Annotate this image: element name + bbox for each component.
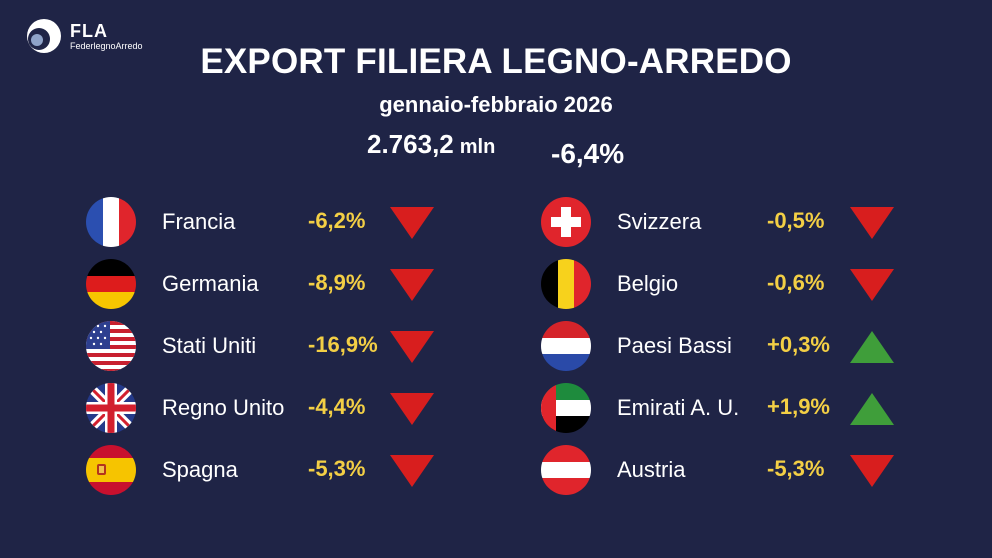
change-percent: -5,3% [767,456,825,481]
total-export: 2.763,2 mln [367,129,495,160]
brand-logo: FLA FederlegnoArredo [26,18,143,54]
country-row-austria: Austria -5,3% [541,445,901,495]
down-arrow-icon [850,455,894,487]
country-name: Francia [162,209,236,234]
up-arrow-icon [850,393,894,425]
fla-logo-icon [27,19,61,53]
change-percent: +1,9% [767,394,830,419]
country-row-germania: Germania -8,9% [86,259,446,309]
uae-flag-icon [541,383,591,433]
country-name: Paesi Bassi [617,333,732,358]
change-percent: -8,9% [308,270,366,295]
total-value: 2.763,2 [367,129,454,159]
total-unit: mln [459,136,496,158]
country-row-francia: Francia -6,2% [86,197,446,247]
country-name: Stati Uniti [162,333,257,358]
down-arrow-icon [390,207,434,239]
uk-flag-icon [86,383,136,433]
country-row-emirati: Emirati A. U. +1,9% [541,383,901,433]
country-name: Regno Unito [162,395,285,420]
change-percent: -4,4% [308,394,366,419]
usa-flag-icon [86,321,136,371]
germany-flag-icon [86,259,136,309]
country-name: Svizzera [617,209,702,234]
total-change: -6,4% [551,138,625,169]
country-row-regno-unito: Regno Unito -4,4% [86,383,446,433]
brand-name: FLA [70,20,108,41]
country-name: Austria [617,457,686,482]
switzerland-flag-icon [541,197,591,247]
change-percent: -0,5% [767,208,825,233]
up-arrow-icon [850,331,894,363]
down-arrow-icon [390,455,434,487]
country-row-spagna: Spagna -5,3% [86,445,446,495]
change-percent: +0,3% [767,332,830,357]
down-arrow-icon [390,331,434,363]
country-name: Germania [162,271,259,296]
brand-subtitle: FederlegnoArredo [70,40,143,51]
country-name: Belgio [617,271,679,296]
down-arrow-icon [390,393,434,425]
change-percent: -6,2% [308,208,366,233]
country-name: Spagna [162,457,238,482]
down-arrow-icon [850,207,894,239]
netherlands-flag-icon [541,321,591,371]
down-arrow-icon [850,269,894,301]
down-arrow-icon [390,269,434,301]
austria-flag-icon [541,445,591,495]
country-row-svizzera: Svizzera -0,5% [541,197,901,247]
spain-flag-icon [86,445,136,495]
country-name: Emirati A. U. [617,395,740,420]
belgium-flag-icon [541,259,591,309]
page-title: EXPORT FILIERA LEGNO-ARREDO [200,42,792,81]
country-row-belgio: Belgio -0,6% [541,259,901,309]
change-percent: -0,6% [767,270,825,295]
country-row-paesi-bassi: Paesi Bassi +0,3% [541,321,901,371]
change-percent: -16,9% [308,332,378,357]
change-percent: -5,3% [308,456,366,481]
period-subtitle: gennaio-febbraio 2026 [379,92,613,117]
country-row-stati-uniti: Stati Uniti -16,9% [86,321,446,371]
france-flag-icon [86,197,136,247]
